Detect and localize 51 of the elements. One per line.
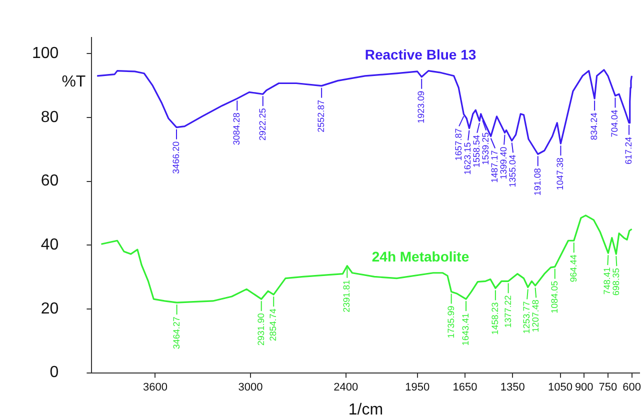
x-tick-label: 1950: [405, 381, 430, 394]
annotation: 1735.99: [446, 306, 456, 338]
annotation: 1558.54: [472, 134, 482, 168]
y-tick-label: 80: [40, 108, 59, 126]
annotation: 1399.40: [498, 146, 509, 180]
annotation: 3464.27: [171, 316, 182, 350]
annotation: 698.35: [611, 268, 622, 296]
x-tick-label: 3600: [142, 381, 168, 394]
annotation: 1207.48: [530, 300, 541, 332]
x-tick-label: 900: [574, 381, 594, 394]
y-tick-label: 20: [40, 300, 59, 318]
y-tick-label: 60: [40, 172, 59, 190]
y-tick-label: 40: [40, 236, 59, 254]
x-axis-title: 1/cm: [348, 401, 384, 418]
annotation: 3084.28: [232, 112, 242, 146]
annotation: 1923.09: [416, 90, 426, 124]
annotation: 191.08: [532, 168, 542, 196]
x-tick-label: 1650: [452, 381, 478, 394]
annotation: 834.24: [589, 112, 600, 140]
annotation: 2922.25: [257, 108, 268, 141]
annotation: 1377.22: [502, 295, 513, 328]
annotation: 1643.41: [460, 313, 471, 346]
annotation: 1355.04: [508, 154, 518, 188]
annotation: 1084.05: [549, 280, 560, 314]
x-tick-label: 1050: [548, 381, 573, 394]
series-label: 24h Metabolite: [372, 248, 470, 265]
annotation: 1047.38: [555, 158, 566, 190]
x-tick-label: 750: [598, 381, 618, 394]
annotation: 3466.20: [170, 141, 181, 174]
y-tick-label: 0: [50, 364, 59, 382]
annotation: 964.44: [568, 254, 578, 282]
x-tick-label: 600: [622, 381, 641, 394]
annotation: 1539.25: [480, 132, 491, 165]
annotation: 1657.87: [454, 128, 464, 161]
annotation: 617.24: [624, 136, 634, 164]
annotation: 2391.81: [342, 280, 352, 312]
annotation: 704.04: [610, 110, 620, 138]
x-tick-label: 3000: [238, 381, 263, 394]
annotation: 1253.77: [522, 301, 532, 334]
y-tick-label: 100: [32, 44, 59, 62]
annotation: 1623.15: [462, 142, 473, 175]
annotation: 2931.90: [256, 313, 266, 346]
annotation: 2854.74: [268, 308, 278, 342]
y-axis-title: %T: [62, 74, 86, 91]
x-tick-label: 1350: [500, 381, 525, 394]
series-label: Reactive Blue 13: [364, 46, 476, 63]
annotation: 748.41: [602, 267, 612, 295]
annotation: 2552.87: [316, 100, 326, 132]
annotation: 1487.17: [490, 150, 500, 183]
x-tick-label: 2400: [334, 381, 358, 394]
annotation: 1458.23: [490, 302, 500, 335]
